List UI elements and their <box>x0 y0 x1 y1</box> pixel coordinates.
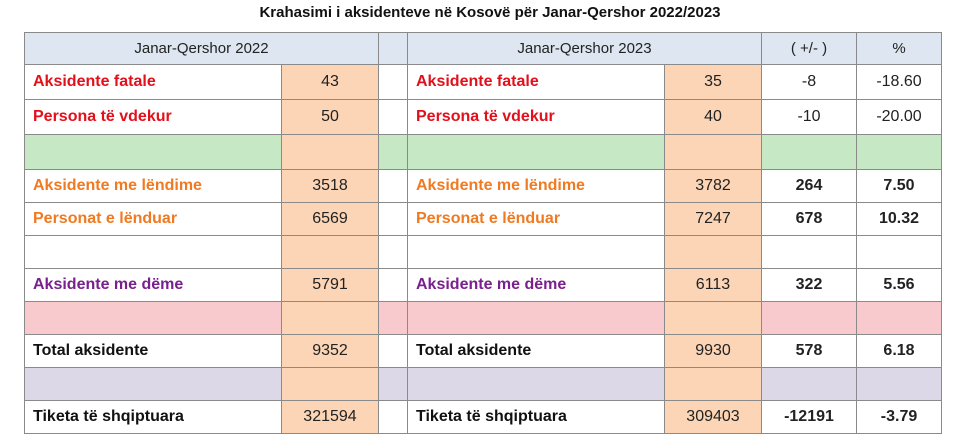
value-2022: 6569 <box>281 202 379 236</box>
diff-value: -10 <box>761 99 857 135</box>
band-cell <box>761 134 857 170</box>
value-2022: 50 <box>281 99 379 135</box>
row-label-2023: Personat e lënduar <box>407 202 665 236</box>
percent-value: 7.50 <box>856 169 942 203</box>
header-period-2023: Janar-Qershor 2023 <box>407 32 762 65</box>
band-cell <box>761 235 857 269</box>
band-cell <box>378 235 408 269</box>
table-row: Aksidente me dëme 5791 Aksidente me dëme… <box>24 268 942 302</box>
band-value-cell <box>664 367 762 401</box>
band-value-cell <box>664 301 762 335</box>
diff-value: 264 <box>761 169 857 203</box>
value-2023: 6113 <box>664 268 762 302</box>
value-2023: 40 <box>664 99 762 135</box>
band-cell <box>761 367 857 401</box>
band-value-cell <box>281 367 379 401</box>
spacer-cell <box>378 99 408 135</box>
row-label-2022: Personat e lënduar <box>24 202 282 236</box>
band-cell <box>378 134 408 170</box>
band-cell <box>24 134 282 170</box>
band-value-cell <box>281 235 379 269</box>
band-value-cell <box>664 134 762 170</box>
comparison-table: Janar-Qershor 2022 Janar-Qershor 2023 ( … <box>24 32 942 434</box>
diff-value: 578 <box>761 334 857 368</box>
value-2023: 7247 <box>664 202 762 236</box>
row-label-2023: Aksidente me dëme <box>407 268 665 302</box>
band-cell <box>407 134 665 170</box>
separator-row-green <box>24 134 942 170</box>
row-label-2023: Tiketa të shqiptuara <box>407 400 665 434</box>
spacer-cell <box>378 64 408 100</box>
value-2023: 9930 <box>664 334 762 368</box>
row-label-2022: Aksidente me lëndime <box>24 169 282 203</box>
header-percent: % <box>856 32 942 65</box>
table-row: Persona të vdekur 50 Persona të vdekur 4… <box>24 99 942 135</box>
header-spacer <box>378 32 408 65</box>
value-2022: 5791 <box>281 268 379 302</box>
table-row: Aksidente fatale 43 Aksidente fatale 35 … <box>24 64 942 100</box>
row-label-2022: Aksidente me dëme <box>24 268 282 302</box>
band-value-cell <box>664 235 762 269</box>
band-value-cell <box>281 301 379 335</box>
band-cell <box>378 301 408 335</box>
value-2023: 35 <box>664 64 762 100</box>
percent-value: 5.56 <box>856 268 942 302</box>
spacer-cell <box>378 169 408 203</box>
table-row: Tiketa të shqiptuara 321594 Tiketa të sh… <box>24 400 942 434</box>
percent-value: -18.60 <box>856 64 942 100</box>
band-cell <box>407 367 665 401</box>
table-row: Aksidente me lëndime 3518 Aksidente me l… <box>24 169 942 203</box>
band-cell <box>407 301 665 335</box>
band-cell <box>856 235 942 269</box>
diff-value: -8 <box>761 64 857 100</box>
value-2023: 3782 <box>664 169 762 203</box>
percent-value: 6.18 <box>856 334 942 368</box>
row-label-2023: Aksidente fatale <box>407 64 665 100</box>
band-cell <box>856 134 942 170</box>
header-diff: ( +/- ) <box>761 32 857 65</box>
row-label-2023: Aksidente me lëndime <box>407 169 665 203</box>
percent-value: -3.79 <box>856 400 942 434</box>
value-2022: 43 <box>281 64 379 100</box>
value-2023: 309403 <box>664 400 762 434</box>
row-label-2022: Total aksidente <box>24 334 282 368</box>
diff-value: -12191 <box>761 400 857 434</box>
table-row: Personat e lënduar 6569 Personat e lëndu… <box>24 202 942 236</box>
band-cell <box>24 367 282 401</box>
row-label-2023: Total aksidente <box>407 334 665 368</box>
spacer-cell <box>378 202 408 236</box>
row-label-2023: Persona të vdekur <box>407 99 665 135</box>
separator-row-white <box>24 235 942 269</box>
diff-value: 678 <box>761 202 857 236</box>
spacer-cell <box>378 268 408 302</box>
percent-value: 10.32 <box>856 202 942 236</box>
percent-value: -20.00 <box>856 99 942 135</box>
band-cell <box>24 235 282 269</box>
header-row: Janar-Qershor 2022 Janar-Qershor 2023 ( … <box>24 32 942 65</box>
band-cell <box>761 301 857 335</box>
diff-value: 322 <box>761 268 857 302</box>
separator-row-lavender <box>24 367 942 401</box>
band-cell <box>378 367 408 401</box>
separator-row-pink <box>24 301 942 335</box>
header-period-2022: Janar-Qershor 2022 <box>24 32 379 65</box>
value-2022: 321594 <box>281 400 379 434</box>
row-label-2022: Aksidente fatale <box>24 64 282 100</box>
row-label-2022: Persona të vdekur <box>24 99 282 135</box>
value-2022: 3518 <box>281 169 379 203</box>
band-cell <box>24 301 282 335</box>
band-cell <box>407 235 665 269</box>
spacer-cell <box>378 400 408 434</box>
row-label-2022: Tiketa të shqiptuara <box>24 400 282 434</box>
band-value-cell <box>281 134 379 170</box>
band-cell <box>856 301 942 335</box>
table-row: Total aksidente 9352 Total aksidente 993… <box>24 334 942 368</box>
band-cell <box>856 367 942 401</box>
value-2022: 9352 <box>281 334 379 368</box>
page-title: Krahasimi i aksidenteve në Kosovë për Ja… <box>259 4 721 21</box>
spacer-cell <box>378 334 408 368</box>
